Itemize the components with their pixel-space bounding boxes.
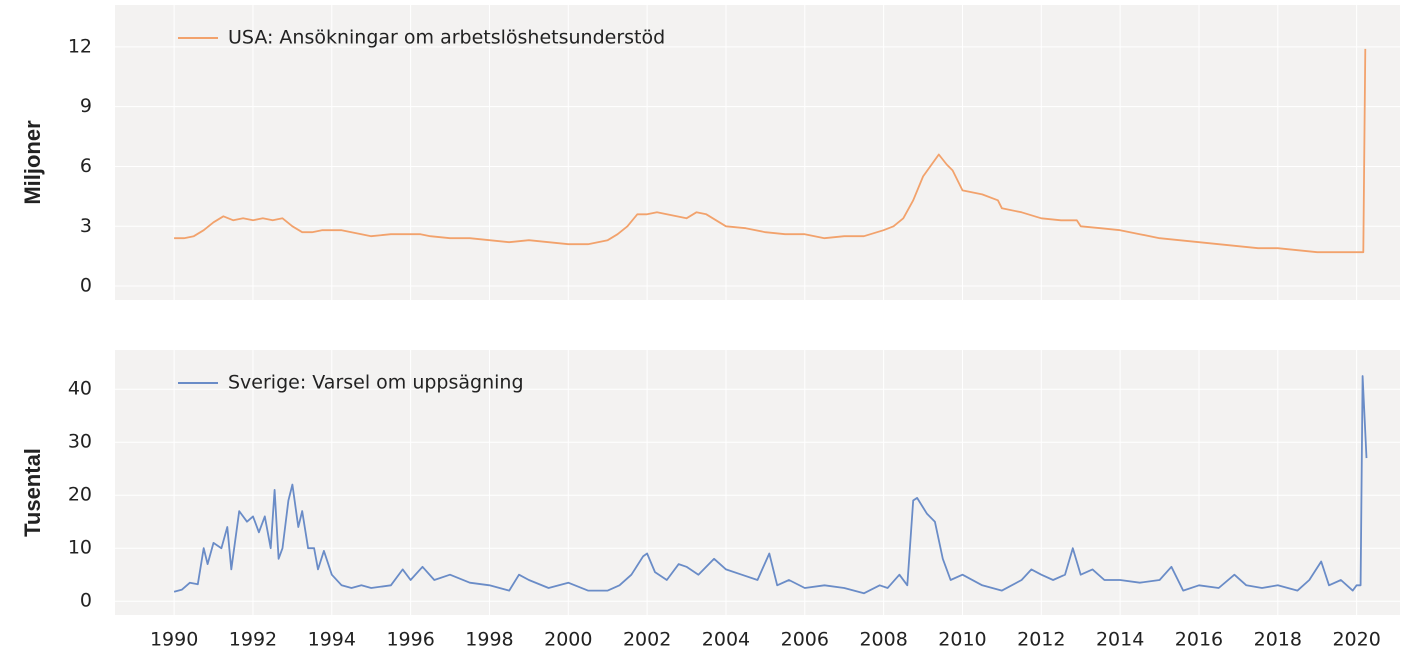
x-tick-label: 1994: [308, 629, 356, 651]
plot-background: [115, 5, 1400, 300]
x-tick-label: 2016: [1175, 629, 1223, 651]
x-tick-label: 1998: [465, 629, 513, 651]
data-line: [174, 48, 1367, 254]
x-tick-label: 2012: [1017, 629, 1065, 651]
x-tick-label: 2008: [859, 629, 907, 651]
y-tick-label: 0: [80, 590, 92, 612]
data-line: [173, 375, 1368, 595]
y-tick-label: 3: [80, 215, 92, 237]
y-tick-label: 6: [80, 155, 92, 177]
legend-label: Sverige: Varsel om uppsägning: [228, 372, 524, 394]
x-tick-label: 2014: [1096, 629, 1144, 651]
x-tick-label: 2002: [623, 629, 671, 651]
x-tick-label: 1992: [229, 629, 277, 651]
x-tick-label: 2006: [781, 629, 829, 651]
y-tick-label: 10: [68, 537, 92, 559]
x-tick-label: 2004: [702, 629, 750, 651]
x-tick-label: 2020: [1332, 629, 1380, 651]
y-axis-label: Miljoner: [20, 120, 45, 205]
y-axis-label: Tusental: [20, 448, 45, 537]
y-tick-label: 0: [80, 275, 92, 297]
x-tick-label: 2000: [544, 629, 592, 651]
x-tick-label: 2010: [938, 629, 986, 651]
y-tick-label: 20: [68, 484, 92, 506]
y-tick-label: 30: [68, 431, 92, 453]
x-tick-label: 1990: [150, 629, 198, 651]
x-tick-label: 1996: [386, 629, 434, 651]
legend-label: USA: Ansökningar om arbetslöshetsunderst…: [228, 27, 665, 49]
y-tick-label: 40: [68, 378, 92, 400]
x-tick-label: 2018: [1254, 629, 1302, 651]
y-tick-label: 12: [68, 35, 92, 57]
y-tick-label: 9: [80, 95, 92, 117]
plot-background: [115, 350, 1400, 615]
